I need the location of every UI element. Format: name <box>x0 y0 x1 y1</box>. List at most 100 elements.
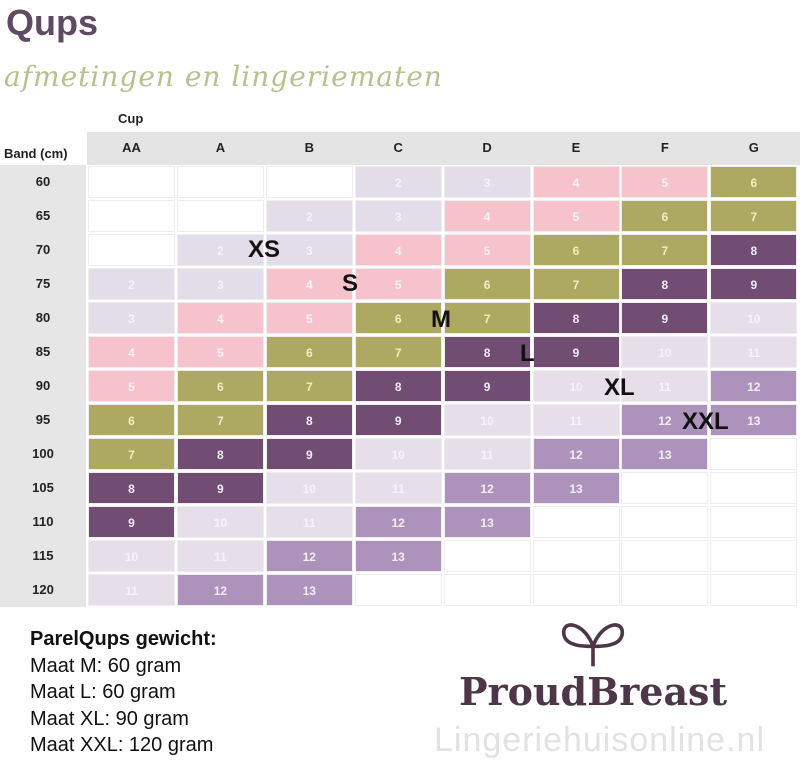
table-cell: 13 <box>532 472 620 504</box>
table-cell <box>443 574 531 606</box>
row-header-120: 120 <box>32 582 54 597</box>
table-cell: 7 <box>443 302 531 334</box>
table-cell: 11 <box>265 506 353 538</box>
weight-item: Maat M: 60 gram <box>30 654 182 677</box>
table-cell: 6 <box>176 370 264 402</box>
weight-item: Maat L: 60 gram <box>30 681 176 703</box>
table-cell: 11 <box>443 438 531 470</box>
table-cell: 8 <box>621 268 709 300</box>
table-cell: 7 <box>176 404 264 436</box>
table-cell <box>443 540 531 572</box>
cup-label: Cup <box>118 111 144 126</box>
table-cell: 5 <box>443 234 531 266</box>
table-cell: 4 <box>88 336 175 368</box>
column-header-f: F <box>660 140 669 155</box>
watermark: Lingeriehuisonline.nl <box>434 721 766 759</box>
table-cell: 8 <box>532 302 620 334</box>
table-cell: 13 <box>621 438 709 470</box>
table-cell: 13 <box>354 540 442 572</box>
table-cell: 11 <box>621 370 709 402</box>
row-header-65: 65 <box>35 208 51 223</box>
row-header-100: 100 <box>32 446 54 461</box>
table-cell: 9 <box>176 472 264 504</box>
table-cell: 6 <box>621 200 709 232</box>
column-header-d: D <box>482 140 492 155</box>
table-cell: 3 <box>354 200 442 232</box>
table-cell: 7 <box>710 200 798 232</box>
table-cell: 3 <box>443 166 531 198</box>
table-cell <box>265 166 353 198</box>
column-header-aa: AA <box>122 140 141 155</box>
table-cell: 5 <box>265 302 353 334</box>
table-cell: 10 <box>621 336 709 368</box>
table-cell: 13 <box>443 506 531 538</box>
table-cell <box>176 166 264 198</box>
table-cell: 10 <box>532 370 620 402</box>
table-cell: 3 <box>88 302 175 334</box>
row-header-75: 75 <box>35 276 51 291</box>
table-cell: 8 <box>88 472 175 504</box>
table-cell <box>621 506 709 538</box>
table-cell: 11 <box>710 336 798 368</box>
table-cell <box>88 200 175 232</box>
table-cell <box>354 574 442 606</box>
table-cell: 5 <box>354 268 442 300</box>
table-cell <box>710 574 798 606</box>
table-cell: 5 <box>88 370 175 402</box>
table-cell: 13 <box>265 574 353 606</box>
page-title: Qups <box>6 2 99 43</box>
table-cell: 6 <box>710 166 798 198</box>
table-cell: 10 <box>88 540 175 572</box>
weights-block: ParelQups gewicht: Maat M: 60 gram Maat … <box>30 626 217 759</box>
table-cell: 9 <box>621 302 709 334</box>
table-cell: 6 <box>354 302 442 334</box>
table-cell: 5 <box>532 200 620 232</box>
table-cell: 8 <box>710 234 798 266</box>
table-cell: 9 <box>88 506 175 538</box>
row-header-90: 90 <box>35 378 51 393</box>
weight-item: Maat XL: 90 gram <box>30 707 189 730</box>
table-cell <box>532 574 620 606</box>
table-cell <box>88 234 175 266</box>
table-cell: 6 <box>265 336 353 368</box>
table-cell: 7 <box>354 336 442 368</box>
table-cell <box>710 506 798 538</box>
column-header-a: A <box>215 140 226 155</box>
table-cell: 7 <box>621 234 709 266</box>
table-cell <box>710 472 798 504</box>
band-label: Band (cm) <box>4 146 68 161</box>
table-cell: 4 <box>443 200 531 232</box>
table-cell: 9 <box>265 438 353 470</box>
table-cell: 5 <box>621 166 709 198</box>
table-cell: 12 <box>176 574 264 606</box>
size-label-l: L <box>520 340 535 367</box>
subtitle: afmetingen en lingeriematen <box>4 60 443 93</box>
table-cell: 12 <box>532 438 620 470</box>
table-cell: 11 <box>176 540 264 572</box>
table-cell: 6 <box>443 268 531 300</box>
table-cell: 10 <box>710 302 798 334</box>
table-cell: 8 <box>176 438 264 470</box>
table-cell: 13 <box>710 404 798 436</box>
table-cell: 3 <box>265 234 353 266</box>
table-cell: 10 <box>443 404 531 436</box>
weight-item: Maat XXL: 120 gram <box>30 734 214 756</box>
row-header-60: 60 <box>35 174 51 189</box>
table-cell: 6 <box>88 404 175 436</box>
table-cell: 3 <box>176 268 264 300</box>
table-cell: 7 <box>88 438 175 470</box>
row-header-115: 115 <box>32 548 54 563</box>
proudbreast-logo: ProudBreast <box>438 612 748 712</box>
table-cell: 4 <box>176 302 264 334</box>
table-cell <box>710 540 798 572</box>
row-header-85: 85 <box>35 344 51 359</box>
table-cell: 12 <box>265 540 353 572</box>
table-cell: 12 <box>621 404 709 436</box>
table-cell <box>621 540 709 572</box>
row-header-95: 95 <box>35 412 51 427</box>
row-header-70: 70 <box>35 242 51 257</box>
table-cell: 11 <box>532 404 620 436</box>
table-cell: 10 <box>265 472 353 504</box>
table-cell: 8 <box>443 336 531 368</box>
table-cell: 2 <box>265 200 353 232</box>
